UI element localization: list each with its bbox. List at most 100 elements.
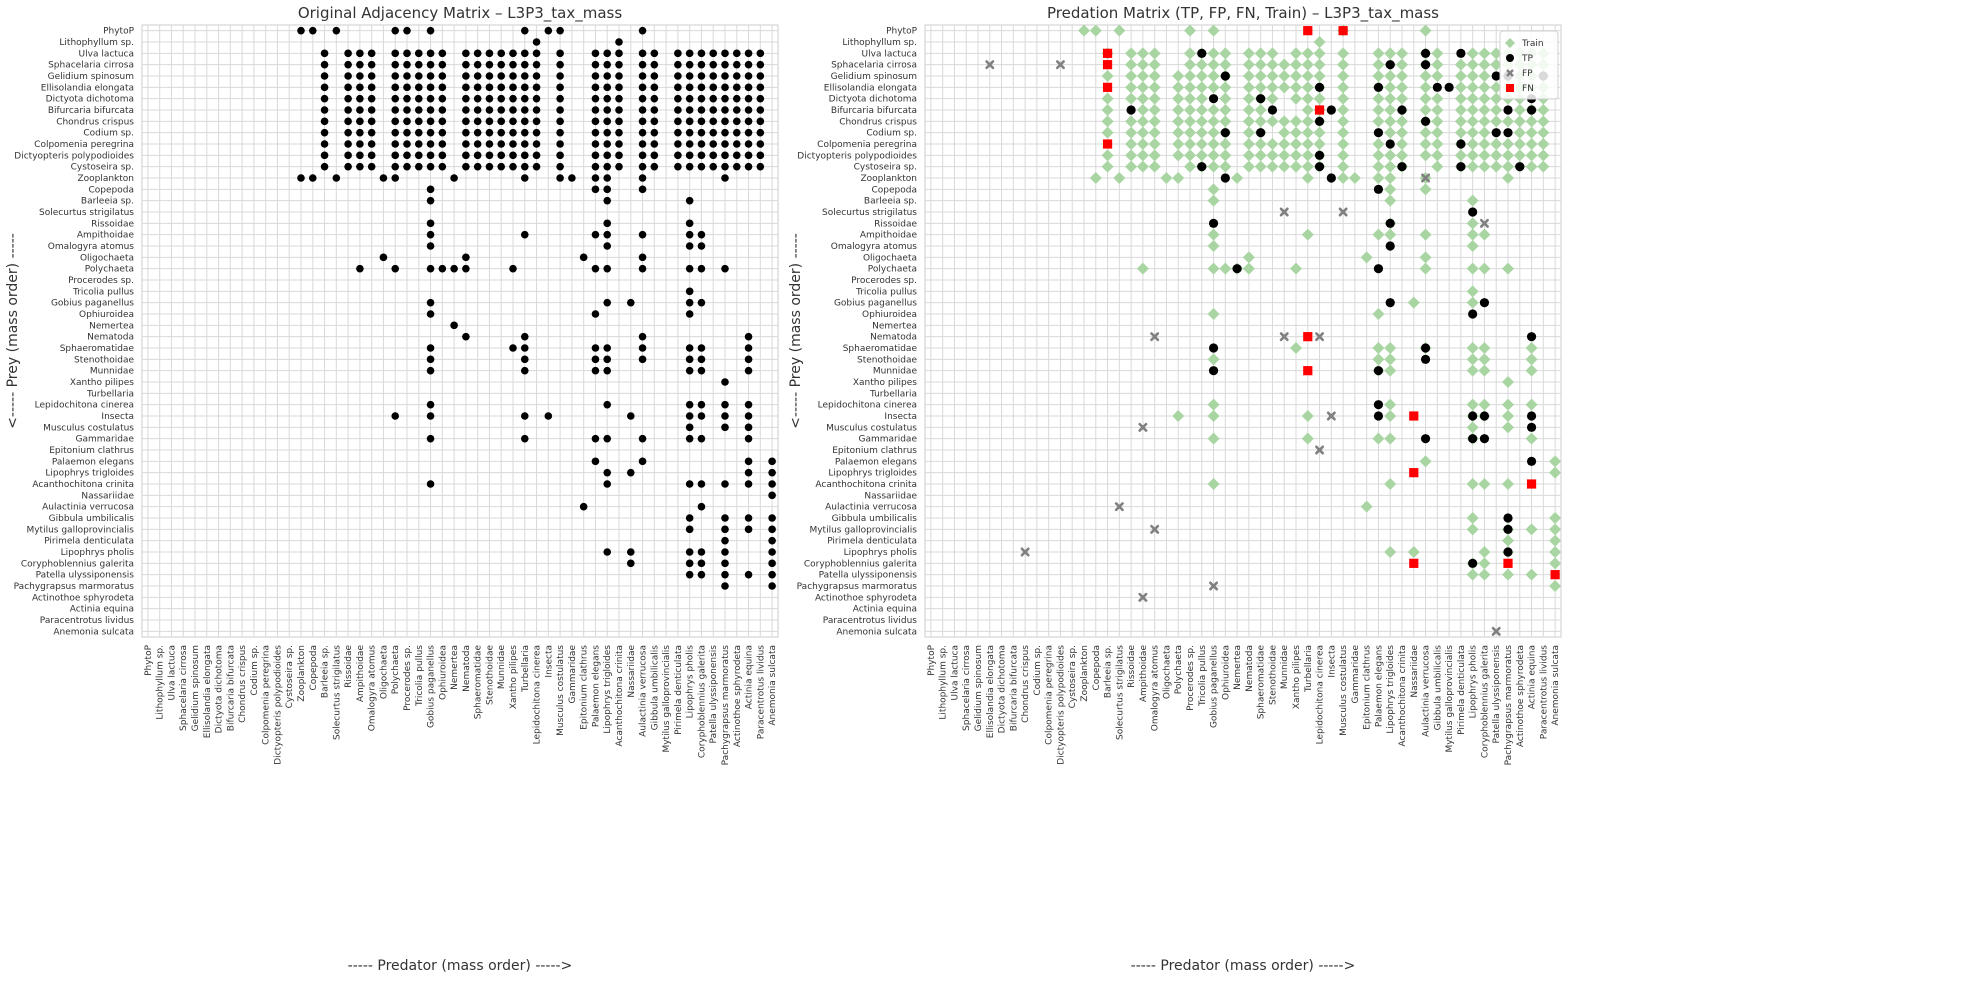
- adjacency-link-dot: [473, 72, 482, 80]
- adjacency-link-dot: [462, 49, 470, 58]
- train-marker: [1396, 58, 1408, 71]
- adjacency-link-dot: [744, 570, 753, 579]
- train-marker: [1125, 58, 1138, 71]
- train-marker: [1242, 126, 1255, 139]
- adjacency-link-dot: [379, 174, 388, 182]
- adjacency-link-dot: [615, 94, 623, 103]
- train-marker: [1490, 115, 1503, 128]
- train-marker: [1136, 104, 1149, 116]
- adjacency-link-dot: [297, 26, 305, 35]
- adjacency-link-dot: [426, 94, 435, 103]
- predator-tick-label: Actinothoe sphyrodeta: [733, 645, 743, 747]
- adjacency-link-dot: [674, 83, 682, 92]
- prey-tick-label: Sphaeromatidae: [60, 344, 135, 354]
- predator-tick-label: Insecta: [1327, 645, 1337, 678]
- prey-tick-label: Lipophrys trigloides: [828, 469, 917, 479]
- prey-tick-label: Cystoseira sp.: [71, 163, 134, 173]
- adjacency-link-dot: [603, 242, 612, 250]
- train-marker: [1537, 160, 1550, 173]
- train-marker: [1207, 58, 1220, 71]
- train-marker: [1195, 149, 1208, 162]
- adjacency-link-dot: [344, 117, 352, 126]
- adjacency-matrix-grid: [141, 24, 779, 638]
- fn-marker: [1409, 468, 1419, 478]
- prey-tick-label: Dictyopteris polypodioides: [14, 151, 134, 161]
- train-marker: [1290, 126, 1302, 139]
- train-marker: [1125, 126, 1138, 139]
- predator-tick-label: Xantho pilipes: [509, 645, 519, 709]
- adjacency-link-dot: [426, 264, 435, 273]
- adjacency-link-dot: [744, 514, 753, 522]
- adjacency-link-dot: [356, 128, 364, 137]
- train-marker: [1419, 24, 1432, 37]
- adjacency-link-dot: [697, 162, 706, 171]
- adjacency-link-dot: [520, 332, 529, 341]
- prey-tick-label: Anemonia sulcata: [836, 627, 917, 637]
- adjacency-link-dot: [732, 94, 741, 103]
- train-marker: [1348, 172, 1361, 184]
- train-marker: [1478, 138, 1491, 150]
- train-marker: [1207, 81, 1220, 94]
- predator-tick-label: Chondrus crispus: [238, 645, 248, 723]
- predator-tick-label: Musculus costulatus: [1339, 645, 1349, 736]
- train-marker: [1478, 546, 1491, 558]
- prey-tick-label: Stenothoidae: [857, 355, 917, 365]
- prey-tick-label: Codium sp.: [83, 129, 134, 139]
- adjacency-link-dot: [638, 140, 647, 148]
- adjacency-link-dot: [391, 94, 400, 103]
- adjacency-link-dot: [426, 117, 435, 126]
- adjacency-link-dot: [697, 117, 706, 126]
- adjacency-link-dot: [685, 60, 694, 69]
- adjacency-link-dot: [697, 480, 706, 488]
- prey-tick-label: Zooplankton: [77, 174, 134, 184]
- adjacency-link-dot: [532, 106, 541, 114]
- tp-marker: [1479, 434, 1490, 444]
- train-marker: [1266, 115, 1279, 128]
- adjacency-link-dot: [556, 151, 564, 160]
- adjacency-link-dot: [356, 60, 364, 69]
- predator-tick-label: Gammaridae: [568, 645, 578, 704]
- adjacency-link-dot: [674, 94, 682, 103]
- predator-tick-label: Polychaeta: [1174, 645, 1184, 694]
- adjacency-link-dot: [591, 83, 600, 92]
- adjacency-link-dot: [356, 264, 364, 273]
- predator-tick-label: Ampithoidae: [1139, 645, 1149, 703]
- adjacency-link-dot: [768, 536, 776, 545]
- tp-marker: [1456, 139, 1466, 149]
- adjacency-link-dot: [462, 253, 470, 262]
- train-marker: [1372, 228, 1385, 241]
- train-marker: [1537, 126, 1550, 139]
- tp-marker: [1420, 48, 1431, 58]
- adjacency-link-dot: [509, 49, 517, 58]
- adjacency-link-dot: [591, 185, 600, 194]
- train-marker: [1148, 138, 1161, 150]
- train-marker: [1466, 126, 1479, 139]
- train-marker: [1513, 104, 1526, 116]
- predator-tick-label: Omalogyra atomus: [368, 645, 378, 732]
- predator-tick-label: Sphaeromatidae: [474, 645, 484, 720]
- tp-marker: [1314, 82, 1325, 92]
- train-marker: [1313, 126, 1326, 139]
- adjacency-link-dot: [520, 94, 529, 103]
- predator-tick-label: Nematoda: [462, 645, 472, 692]
- adjacency-link-dot: [732, 162, 741, 171]
- prey-tick-label: PhytoP: [103, 27, 134, 37]
- train-marker: [1242, 262, 1255, 275]
- adjacency-link-dot: [603, 548, 612, 556]
- train-marker: [1549, 512, 1562, 524]
- adjacency-link-dot: [462, 151, 470, 160]
- adjacency-link-dot: [520, 162, 529, 171]
- predator-tick-label: Tricolia pullus: [415, 645, 425, 707]
- adjacency-link-dot: [674, 151, 682, 160]
- train-marker: [1466, 160, 1479, 173]
- tp-marker: [1420, 343, 1431, 353]
- adjacency-link-dot: [426, 185, 435, 194]
- adjacency-link-dot: [509, 140, 517, 148]
- train-marker: [1372, 138, 1385, 150]
- train-marker: [1372, 104, 1385, 116]
- train-marker: [1360, 251, 1373, 264]
- train-marker: [1502, 262, 1514, 275]
- adjacency-link-dot: [544, 412, 553, 420]
- train-marker: [1278, 149, 1291, 162]
